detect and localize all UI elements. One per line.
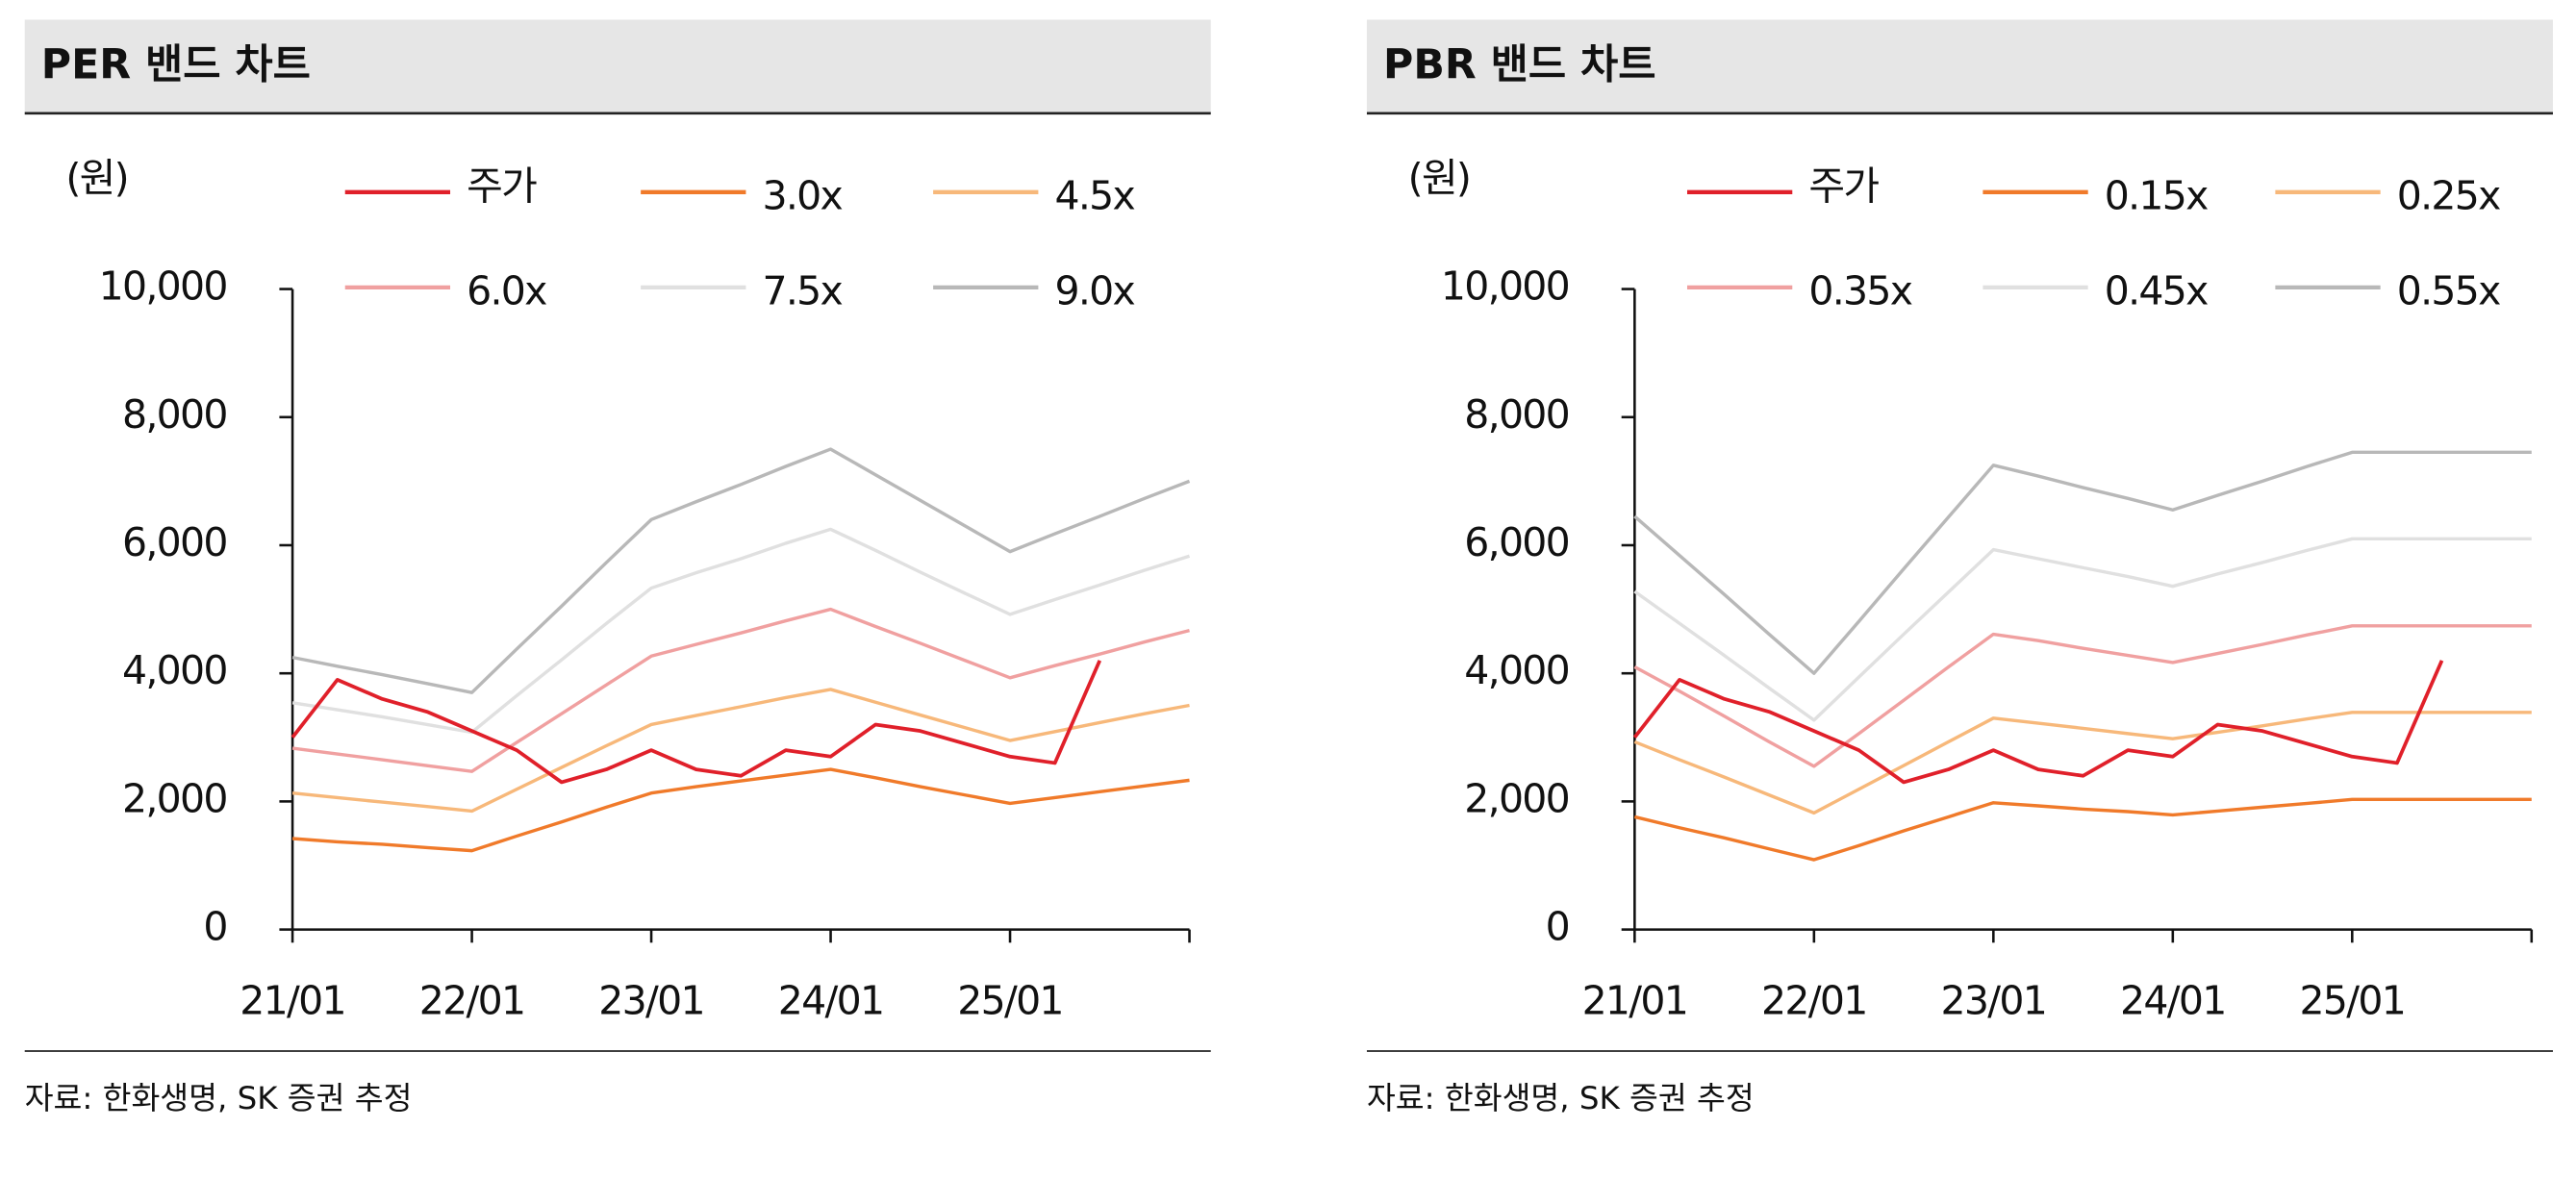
series-line <box>1633 537 2532 722</box>
series-line <box>1633 624 2532 768</box>
y-tick-label: 8,000 <box>122 391 227 438</box>
x-tick-label: 25/01 <box>2300 977 2406 1023</box>
legend-label: 7.5x <box>763 268 843 314</box>
series-line <box>291 607 1190 773</box>
unit-label: (원) <box>1408 155 1471 201</box>
x-tick-label: 21/01 <box>240 977 345 1023</box>
series-line <box>291 527 1191 735</box>
x-tick-label: 24/01 <box>2120 977 2226 1023</box>
series-line <box>291 767 1190 853</box>
legend-label: 4.5x <box>1054 173 1134 219</box>
y-tick-label: 10,000 <box>1441 263 1569 310</box>
x-tick-label: 23/01 <box>1941 977 2047 1023</box>
chart-title: PBR 밴드 차트 <box>1383 41 1656 89</box>
source: 자료: 한화생명, SK 증권 추정 <box>1367 1080 1755 1116</box>
header-bg <box>24 19 1211 113</box>
series-line <box>1633 711 2532 815</box>
legend-label: 0.35x <box>1808 268 1911 314</box>
y-tick-label: 6,000 <box>122 519 227 565</box>
y-tick-label: 4,000 <box>122 647 227 693</box>
y-tick-label: 0 <box>203 904 226 950</box>
y-tick-label: 6,000 <box>1464 519 1569 565</box>
series-line <box>291 447 1191 694</box>
y-tick-label: 4,000 <box>1464 647 1569 693</box>
x-tick-label: 22/01 <box>1761 977 1867 1023</box>
x-tick-label: 21/01 <box>1582 977 1688 1023</box>
legend-label: 9.0x <box>1054 268 1134 314</box>
legend-label: 주가 <box>1808 163 1879 209</box>
y-tick-label: 10,000 <box>99 263 227 310</box>
chart-title: PER 밴드 차트 <box>41 41 311 89</box>
header-bg <box>1366 19 2554 113</box>
y-tick-label: 2,000 <box>1464 775 1569 821</box>
y-tick-label: 0 <box>1546 904 1569 950</box>
x-tick-label: 23/01 <box>598 977 704 1023</box>
legend-label: 0.15x <box>2105 173 2208 219</box>
legend-label: 주가 <box>467 163 537 209</box>
x-tick-label: 22/01 <box>419 977 525 1023</box>
series-line <box>291 688 1190 814</box>
unit-label: (원) <box>65 155 128 201</box>
y-tick-label: 2,000 <box>122 775 227 821</box>
series-line <box>290 660 1102 785</box>
legend-label: 6.0x <box>467 268 546 314</box>
series-line <box>1632 660 2444 785</box>
source: 자료: 한화생명, SK 증권 추정 <box>25 1080 413 1116</box>
legend-label: 0.55x <box>2397 268 2500 314</box>
x-tick-label: 24/01 <box>778 977 884 1023</box>
x-tick-label: 25/01 <box>957 977 1063 1023</box>
series-line <box>1633 450 2532 675</box>
legend-label: 0.25x <box>2397 173 2500 219</box>
legend-label: 0.45x <box>2105 268 2208 314</box>
legend-label: 3.0x <box>763 173 843 219</box>
y-tick-label: 8,000 <box>1464 391 1569 438</box>
series-line <box>1633 797 2532 862</box>
